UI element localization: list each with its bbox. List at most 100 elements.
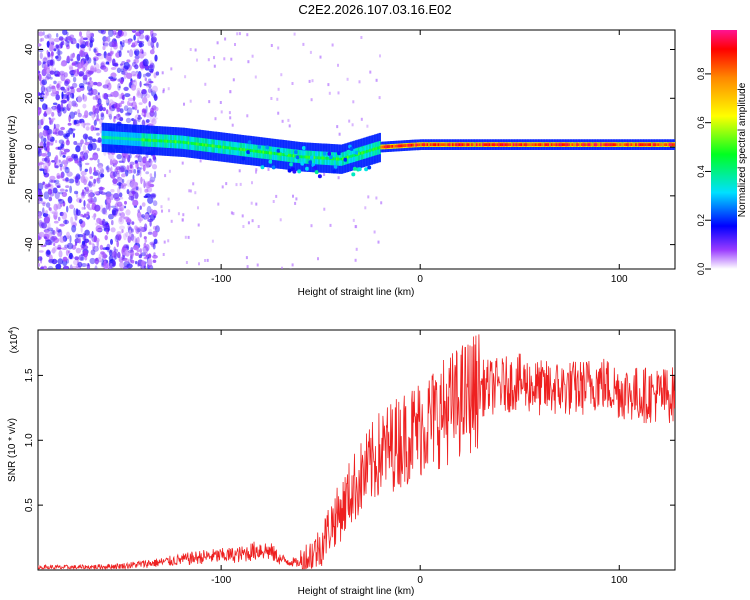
- heat-cell: [57, 244, 62, 250]
- heat-cell: [38, 212, 41, 217]
- heat-cell: [61, 212, 68, 220]
- heat-cell: [321, 156, 324, 160]
- heat-cell: [265, 151, 268, 154]
- colorbar-tick-label: 0.6: [696, 116, 706, 129]
- heat-cell: [171, 140, 174, 143]
- heat-cell: [218, 145, 221, 149]
- heat-cell: [106, 109, 109, 115]
- heat-cell: [71, 224, 77, 233]
- heat-cell: [246, 150, 251, 155]
- heat-cell: [132, 95, 136, 102]
- heat-cell: [149, 161, 153, 166]
- heat-cell: [600, 143, 603, 147]
- heat-cell: [46, 73, 52, 80]
- heat-cell: [80, 175, 86, 184]
- heat-cell: [46, 59, 53, 66]
- heat-cell: [48, 84, 52, 90]
- heat-cell: [313, 156, 316, 159]
- heat-cell: [217, 202, 220, 206]
- heat-cell: [187, 235, 190, 239]
- heat-cell: [62, 178, 66, 182]
- heat-cell: [366, 150, 369, 153]
- heat-cell: [130, 137, 133, 141]
- heat-cell: [468, 143, 471, 147]
- heat-cell: [151, 138, 154, 142]
- heat-cell: [97, 159, 100, 164]
- x-tick-label: -100: [211, 274, 231, 285]
- heat-cell: [89, 176, 94, 179]
- heat-cell: [125, 231, 129, 238]
- heat-cell: [93, 57, 97, 66]
- heat-cell: [483, 143, 487, 147]
- heat-cell: [92, 126, 97, 131]
- heat-cell: [118, 93, 122, 100]
- heat-cell: [131, 30, 137, 33]
- heat-cell: [504, 143, 507, 147]
- heat-cell: [563, 143, 566, 147]
- heat-cell: [206, 258, 209, 262]
- heat-cell: [79, 50, 84, 57]
- heat-cell: [370, 148, 373, 152]
- heat-cell: [40, 197, 43, 202]
- heat-cell: [156, 42, 159, 48]
- heat-cell: [382, 145, 385, 149]
- heat-cell: [354, 258, 357, 262]
- heat-cell: [453, 143, 456, 147]
- heat-cell: [323, 173, 326, 176]
- heat-cell: [213, 144, 216, 148]
- heat-cell: [288, 153, 291, 157]
- heat-cell: [377, 240, 380, 244]
- heat-cell: [280, 73, 283, 77]
- heat-cell: [109, 51, 113, 57]
- heat-cell: [139, 205, 142, 210]
- heat-cell: [73, 259, 79, 265]
- heat-cell: [103, 93, 109, 100]
- heat-cell: [57, 232, 60, 237]
- heat-cell: [136, 249, 140, 253]
- heat-cell: [82, 144, 86, 152]
- heat-cell: [55, 94, 60, 101]
- heat-cell: [184, 141, 187, 144]
- heat-cell: [268, 151, 272, 155]
- chart-title: C2E2.2026.107.03.16.E02: [298, 2, 451, 17]
- heat-cell: [49, 175, 56, 181]
- heat-cell: [81, 253, 85, 257]
- heat-cell: [124, 200, 127, 205]
- heat-cell: [63, 148, 70, 153]
- heat-cell: [340, 157, 343, 161]
- heat-cell: [69, 111, 75, 119]
- heat-cell: [293, 32, 296, 36]
- heat-cell: [44, 110, 47, 116]
- heat-cell: [284, 151, 289, 156]
- heat-cell: [69, 204, 74, 209]
- heat-cell: [80, 152, 83, 159]
- heat-cell: [152, 153, 156, 162]
- heat-cell: [82, 93, 85, 100]
- heat-cell: [488, 143, 491, 147]
- heat-cell: [129, 249, 135, 257]
- heat-cell: [60, 86, 65, 91]
- heat-cell: [143, 195, 149, 199]
- heat-cell: [582, 143, 585, 147]
- heat-cell: [95, 222, 99, 226]
- heat-cell: [76, 53, 81, 62]
- heat-cell: [194, 48, 197, 52]
- heat-cell: [189, 141, 192, 145]
- heat-cell: [93, 81, 98, 86]
- heat-cell: [44, 229, 51, 237]
- heat-cell: [44, 165, 48, 174]
- heat-cell: [314, 170, 319, 175]
- heat-cell: [135, 260, 138, 265]
- heat-cell: [102, 93, 108, 100]
- heat-cell: [121, 70, 128, 76]
- heat-cell: [140, 252, 146, 257]
- heat-cell: [374, 147, 377, 151]
- heat-cell: [65, 85, 69, 93]
- heat-cell: [245, 256, 248, 260]
- heat-cell: [55, 154, 59, 161]
- heat-cell: [194, 191, 197, 195]
- heat-cell: [62, 159, 67, 165]
- heat-cell: [121, 70, 126, 75]
- heat-cell: [152, 139, 155, 142]
- heat-cell: [73, 207, 76, 216]
